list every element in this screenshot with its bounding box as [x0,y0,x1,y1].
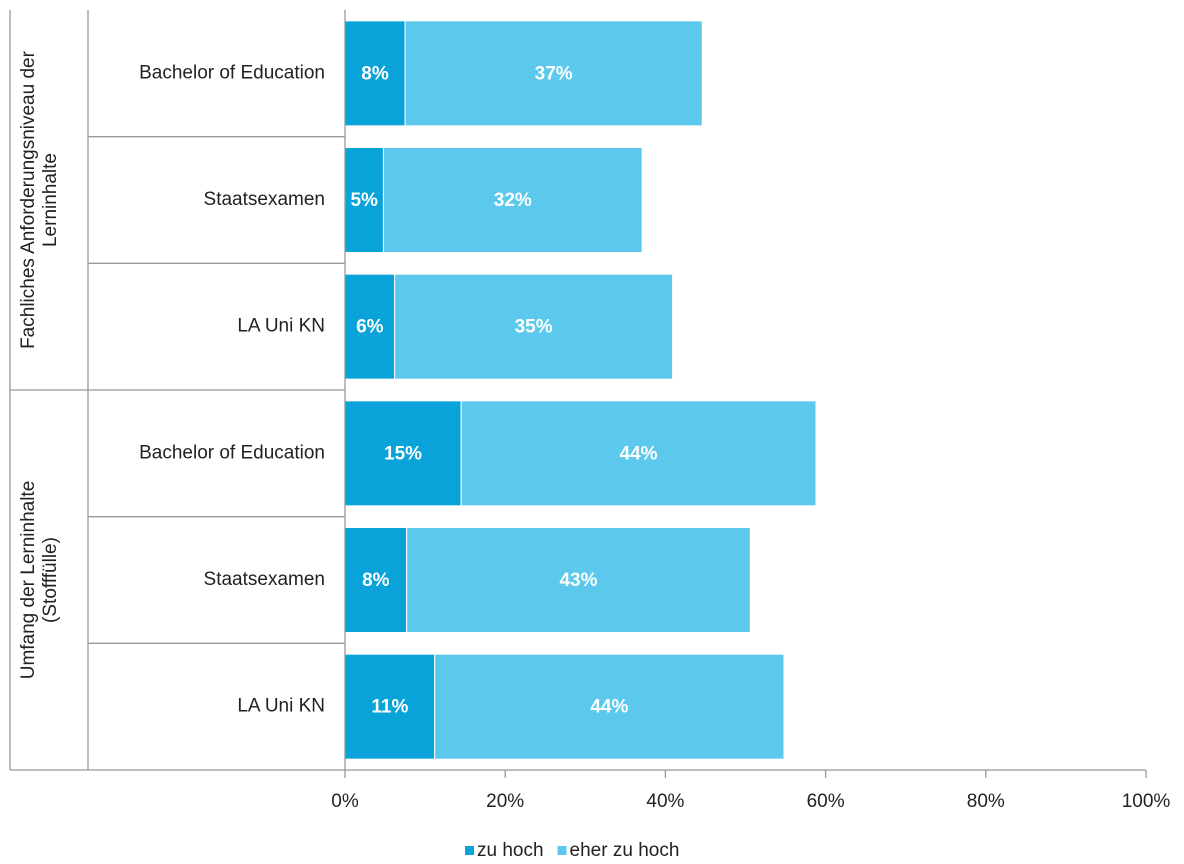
data-label: 11% [371,697,408,718]
category-label: LA Uni KN [237,316,325,337]
data-label: 32% [494,190,532,211]
category-label: Staatsexamen [204,189,325,210]
data-label: 44% [620,443,658,464]
bar-segment [394,273,674,380]
category-label: Bachelor of Education [139,62,325,83]
data-label: 43% [559,570,597,591]
legend: zu hoch eher zu hoch [465,840,679,861]
bar-segment [406,527,751,633]
data-label: 35% [515,317,553,338]
bar-segment [460,400,817,507]
bar-segment [344,147,384,253]
legend-label: zu hoch [477,840,544,861]
x-tick-label: 0% [331,791,359,812]
x-tick-label: 100% [1122,791,1171,812]
bar-segment [434,653,785,760]
bar-segment [382,147,643,253]
data-label: 8% [362,570,390,591]
data-label: 6% [356,317,384,338]
data-label: 37% [535,63,573,84]
x-tick-label: 40% [646,791,684,812]
bar-segment [344,20,406,127]
x-tick-label: 80% [967,791,1005,812]
x-tick-label: 20% [486,791,524,812]
bar-segment [344,400,462,507]
data-label: 5% [350,190,378,211]
data-label: 44% [590,697,628,718]
legend-swatch [557,846,567,855]
category-label: Bachelor of Education [139,442,325,463]
data-label: 15% [384,443,422,464]
group-label: Umfang der Lerninhalte [18,481,39,680]
group-label: Fachliches Anforderungsniveau der [18,50,39,349]
category-label: Staatsexamen [204,569,325,590]
group-label: Lerninhalte [40,153,61,247]
group-label: (Stofffülle) [40,537,61,623]
legend-label: eher zu hoch [570,840,680,861]
x-tick-label: 60% [807,791,845,812]
category-label: LA Uni KN [237,696,325,717]
data-label: 8% [361,63,389,84]
bar-segment [404,20,703,127]
legend-swatch [465,846,474,855]
